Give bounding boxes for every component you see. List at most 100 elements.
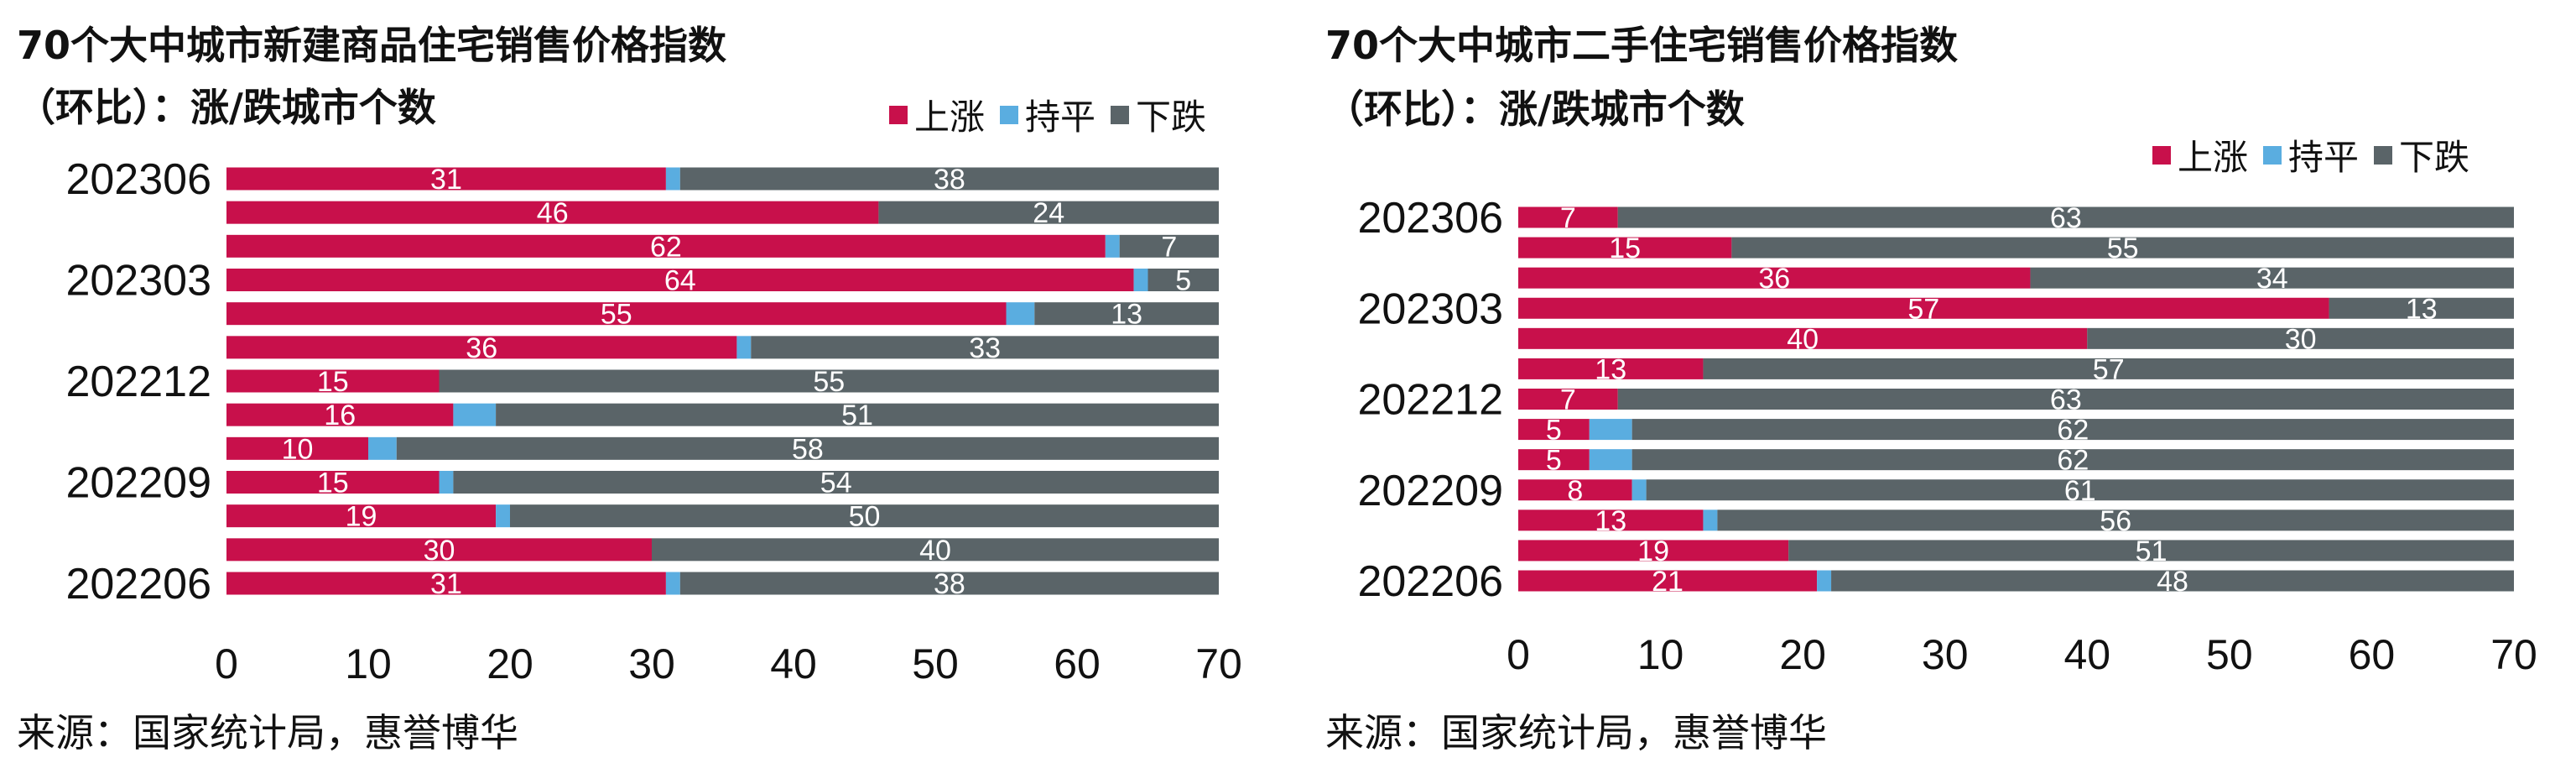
bar-segment-up <box>226 538 652 562</box>
x-tick-label: 40 <box>770 640 817 687</box>
data-label-up: 36 <box>1758 263 1790 295</box>
bar-segment-down <box>878 201 1219 224</box>
x-tick-label: 50 <box>2206 631 2253 678</box>
source-note: 来源：国家统计局，惠誉博华 <box>17 710 518 755</box>
data-label-down: 34 <box>2256 263 2288 295</box>
bar-segment-down <box>2030 267 2514 289</box>
legend-label-down: 下跌 <box>2399 137 2470 178</box>
chart-legend: 上涨 持平 下跌 <box>889 89 1206 140</box>
x-tick-label: 60 <box>1054 640 1101 687</box>
bar-segment-up <box>226 403 454 426</box>
data-label-down: 33 <box>969 332 1001 364</box>
legend-item-down: 下跌 <box>2374 129 2469 180</box>
bar-segment-up <box>1518 237 1732 259</box>
data-label-down: 30 <box>2285 323 2317 355</box>
data-label-up: 21 <box>1652 566 1684 598</box>
data-label-up: 55 <box>601 299 632 331</box>
bar-segment-up <box>226 234 1106 258</box>
data-label-up: 62 <box>650 231 682 263</box>
data-label-down: 63 <box>2050 384 2082 416</box>
data-label-up: 16 <box>324 400 356 431</box>
bar-segment-down <box>453 471 1219 494</box>
data-label-up: 8 <box>1567 475 1583 507</box>
x-tick-label: 60 <box>2349 631 2396 678</box>
data-label-down: 58 <box>792 433 824 465</box>
bar-segment-down <box>679 167 1219 191</box>
data-label-up: 15 <box>1609 232 1641 264</box>
data-label-down: 55 <box>813 366 845 398</box>
data-label-down: 38 <box>934 568 965 600</box>
bar-segment-down <box>679 572 1219 595</box>
bar-segment-flat <box>1133 269 1148 291</box>
y-tick-label: 202209 <box>65 459 211 508</box>
bar-segment-down <box>652 538 1219 562</box>
bar-segment-down <box>1147 269 1219 291</box>
bar-segment-flat <box>1105 234 1120 258</box>
new-home-bar-chart: 31 38 202306 46 24 62 7 64 5 202303 55 13 36 33 15 55 20… <box>65 155 1241 687</box>
data-label-up: 15 <box>317 366 349 398</box>
x-tick-label: 30 <box>1922 631 1969 678</box>
data-label-down: 7 <box>1161 231 1177 263</box>
bar-segment-down <box>751 336 1219 359</box>
x-tick-label: 20 <box>487 640 533 687</box>
bar-segment-up <box>1518 206 1618 228</box>
legend-item-down: 下跌 <box>1111 89 1206 140</box>
bar-segment-flat <box>453 403 497 426</box>
y-tick-label: 202306 <box>1357 194 1503 243</box>
second-hand-bar-chart: 7 63 202306 15 55 36 34 57 13 202303 40 30 13 57 7 63 20… <box>1357 194 2537 678</box>
data-label-down: 50 <box>849 501 881 533</box>
data-label-up: 5 <box>1546 445 1562 477</box>
x-tick-label: 40 <box>2063 631 2110 678</box>
bar-segment-down <box>396 436 1219 460</box>
bar-segment-up <box>1518 509 1704 531</box>
data-label-up: 46 <box>537 197 569 229</box>
x-tick-label: 0 <box>215 640 238 687</box>
y-tick-label: 202209 <box>1357 467 1503 515</box>
data-label-down: 56 <box>2100 505 2131 537</box>
legend-swatch-up <box>2152 145 2171 165</box>
data-label-up: 40 <box>1787 323 1819 355</box>
data-label-up: 36 <box>466 332 497 364</box>
bar-segment-up <box>1518 389 1618 410</box>
legend-label-down: 下跌 <box>1136 97 1207 138</box>
bar-segment-down <box>1119 234 1219 258</box>
legend-swatch-flat <box>1000 105 1019 124</box>
bar-segment-down <box>439 369 1219 393</box>
data-label-down: 62 <box>2057 415 2089 447</box>
data-label-down: 40 <box>919 535 951 567</box>
legend-item-flat: 持平 <box>2263 129 2359 180</box>
legend-swatch-up <box>889 105 908 124</box>
bar-segment-down <box>1646 479 2514 501</box>
data-label-up: 19 <box>1637 536 1669 567</box>
bar-segment-down <box>1788 540 2514 562</box>
bar-segment-up <box>226 369 440 393</box>
bar-segment-flat <box>1703 509 1718 531</box>
chart-title-line2: （环比）：涨/跌城市个数 <box>1325 86 1745 132</box>
data-label-up: 7 <box>1560 202 1576 234</box>
legend-label-up: 上涨 <box>914 97 986 138</box>
bar-segment-up <box>1518 479 1632 501</box>
y-tick-label: 202306 <box>65 155 211 204</box>
bar-segment-up <box>1518 570 1818 592</box>
bar-segment-down <box>1034 302 1219 326</box>
legend-swatch-down <box>1111 105 1130 124</box>
legend-label-flat: 持平 <box>2288 137 2360 178</box>
bar-segment-down <box>1717 509 2514 531</box>
x-tick-label: 10 <box>345 640 392 687</box>
y-tick-label: 202212 <box>65 358 211 406</box>
x-tick-label: 10 <box>1637 631 1684 678</box>
chart-title-line1: 70个大中城市二手住宅销售价格指数 <box>1325 23 1959 68</box>
bar-segment-up <box>226 436 368 460</box>
bar-segment-flat <box>368 436 397 460</box>
bar-segment-down <box>2329 297 2514 319</box>
bar-segment-down <box>510 504 1219 528</box>
data-label-down: 63 <box>2050 202 2082 234</box>
data-label-up: 7 <box>1560 384 1576 416</box>
legend-swatch-down <box>2374 145 2393 165</box>
bar-segment-flat <box>1589 419 1632 441</box>
bar-segment-up <box>226 336 737 359</box>
data-label-up: 30 <box>424 535 455 567</box>
bar-segment-down <box>1703 358 2514 379</box>
x-tick-label: 0 <box>1507 631 1530 678</box>
data-label-up: 31 <box>430 164 462 196</box>
